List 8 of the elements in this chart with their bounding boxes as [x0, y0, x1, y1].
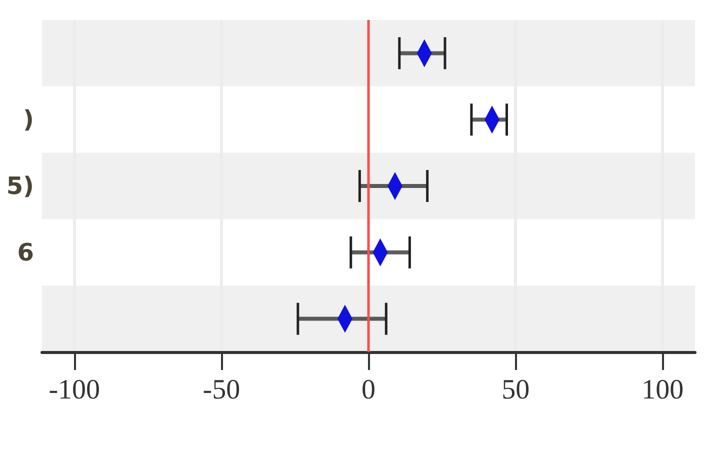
- y-tick-label: 6: [17, 238, 34, 266]
- x-tick-label: 100: [642, 374, 684, 406]
- y-tick-label: ): [23, 106, 34, 134]
- x-tick-label: -100: [48, 374, 100, 406]
- x-tick-label: 50: [502, 374, 530, 406]
- y-tick-label: 5): [6, 172, 34, 200]
- x-tick-label: 0: [362, 374, 376, 406]
- x-tick-label: -50: [202, 374, 240, 406]
